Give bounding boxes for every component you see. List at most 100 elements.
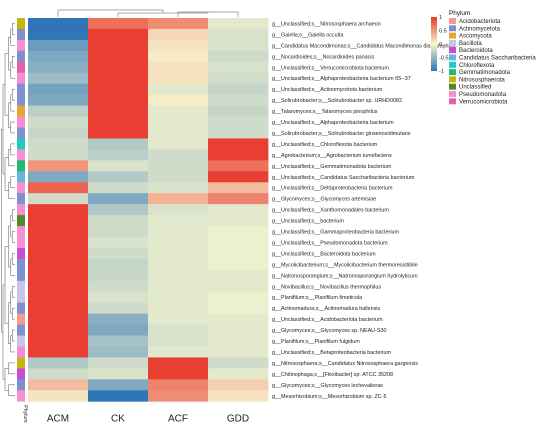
row-label: g__Nitrososphaera;s__Candidatus Nitrosos… [272,361,418,367]
heatmap-cell [148,171,209,183]
heatmap-cell [148,226,209,238]
legend-label: Chloroflexota [459,63,495,69]
heatmap-cell [148,204,209,216]
row-label: g__Unclassified;s__Verrucomicrobiota bac… [272,65,389,71]
phylum-annotation-cell [17,237,25,249]
legend-title: Phylum [449,10,470,17]
heatmap-cell [208,302,269,315]
heatmap-cell [88,247,149,260]
heatmap-cell [28,18,89,30]
heatmap-cell [28,215,89,227]
heatmap-cell [88,237,149,249]
heatmap-cells [28,18,269,402]
row-label: g__Unclassified;s__Gemmatimonadota bacte… [272,164,392,170]
color-scale-tick: -1 [439,69,444,75]
legend-swatch [449,25,456,32]
heatmap-cell [28,138,89,150]
row-label: g__Unclassified;s__Acidobacteriota bacte… [272,317,383,323]
row-label: g__Unclassified;s__Pseudomonadota bacter… [272,240,388,246]
phylum-annotation-cell [17,193,25,205]
heatmap-cell [28,39,89,52]
phylum-annotation-cell [17,61,25,74]
heatmap-cell [88,226,149,238]
row-label: g__Unclassified;s__Betaproteobacteria ba… [272,350,391,356]
heatmap-cell [208,61,269,74]
row-label: g__Mycolicibacterium;s__Mycolicibacteriu… [272,262,418,268]
heatmap-cell [28,204,89,216]
phylum-annotation-cell [17,215,25,227]
heatmap-cell [88,171,149,183]
row-label: g__Novibacillus;s__Novibacillus thermoph… [272,284,381,290]
heatmap-cell [88,390,149,402]
heatmap-cell [88,204,149,216]
heatmap-cell [148,357,209,369]
phylum-annotation-cell [17,138,25,150]
heatmap-cell [28,237,89,249]
heatmap-cell [28,72,89,85]
heatmap-cell [148,313,209,325]
heatmap-cell [148,72,209,85]
heatmap-cell [148,258,209,271]
heatmap-cell [28,105,89,117]
phylum-annotation-cell [17,258,25,271]
heatmap-cell [208,226,269,238]
heatmap-cell [28,171,89,183]
row-label: g__Unclassified;s__Deltaproteobacteria b… [272,186,393,192]
phylum-annotation-label: Phylum [22,405,28,422]
heatmap-cell [208,94,269,106]
phylum-annotation-cell [17,346,25,358]
phylum-annotation-cell [17,379,25,391]
color-scale-tick: 0 [439,42,442,48]
heatmap-cell [28,302,89,315]
heatmap-cell [148,18,209,30]
column-labels: ACM CK ACF GDD [47,413,249,424]
legend-label: Acidobacteriota [459,19,501,25]
row-labels: g__Unclassified;s__Nitrososphaera archae… [272,21,455,399]
row-label: g__Mesorhizobium;s__Mesorhizobium sp. ZC… [272,394,386,400]
row-label: g__Planifilum;s__Planifilum fimeticola [272,295,362,301]
heatmap-cell [88,61,149,74]
heatmap-cell [208,258,269,271]
phylum-annotation-cell [17,324,25,336]
phylum-annotation-cell [17,116,25,128]
phylum-annotation-cell [17,39,25,52]
heatmap-cell [148,324,209,336]
heatmap-cell [208,357,269,369]
heatmap-cell [28,28,89,41]
heatmap-cell [208,171,269,183]
heatmap-cell [88,193,149,205]
heatmap-cell [88,280,149,293]
heatmap-cell [208,291,269,304]
heatmap-cell [88,368,149,380]
heatmap-cell [88,39,149,52]
heatmap-cell [28,247,89,260]
row-label: g__Solirubrobacter;s__Solirubrobacter sp… [272,98,402,104]
heatmap-cell [88,149,149,161]
heatmap-cell [208,72,269,85]
color-scale-tick: 1 [439,15,442,21]
row-label: g__Unclassified;s__Actinomycetota bacter… [272,87,383,93]
row-label: g__Unclassified;s__Xanthomonadales bacte… [272,208,389,214]
heatmap-cell [88,335,149,347]
legend-label: Bacillota [459,41,482,47]
legend-swatch [449,76,456,83]
row-label: g__Glycomyces;s__Glycomyces sp. NEAU-S30 [272,328,386,334]
heatmap-cell [28,368,89,380]
heatmap-cell [208,390,269,402]
legend-label: Verrucomicrobiota [459,99,508,105]
heatmap-cell [28,291,89,304]
heatmap-cell [88,160,149,172]
heatmap-cell [88,269,149,282]
phylum-annotation-cell [17,83,25,95]
heatmap-cell [208,160,269,172]
heatmap-cell [88,50,149,63]
legend-swatch [449,91,456,97]
phylum-annotation-cell [17,18,25,30]
row-label: g__Nocardioides;s__Nocardioides panacis [272,54,374,60]
heatmap-cell [28,193,89,205]
column-label: ACM [47,413,69,424]
heatmap-cell [148,247,209,260]
heatmap-cell [208,28,269,41]
